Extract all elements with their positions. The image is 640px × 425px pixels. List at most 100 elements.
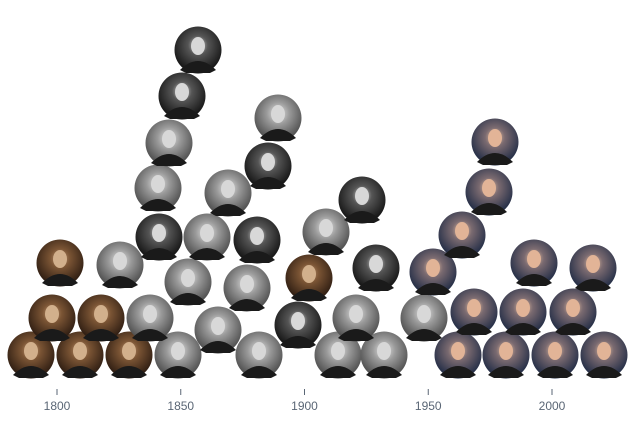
president-portrait[interactable] xyxy=(531,331,579,379)
president-portrait[interactable] xyxy=(332,294,380,342)
face-shape xyxy=(597,342,611,360)
suit-shape xyxy=(338,329,374,341)
face-shape xyxy=(426,259,440,277)
president-portrait[interactable] xyxy=(409,248,457,296)
suit-shape xyxy=(456,323,492,335)
face-shape xyxy=(271,105,285,123)
suit-shape xyxy=(505,323,541,335)
suit-shape xyxy=(141,248,177,260)
face-shape xyxy=(331,342,345,360)
president-portrait[interactable] xyxy=(126,294,174,342)
suit-shape xyxy=(42,274,78,286)
face-shape xyxy=(250,227,264,245)
president-portrait[interactable] xyxy=(36,239,84,287)
face-shape xyxy=(488,129,502,147)
face-shape xyxy=(162,130,176,148)
face-shape xyxy=(451,342,465,360)
president-portrait[interactable] xyxy=(434,331,482,379)
suit-shape xyxy=(320,366,356,378)
suit-shape xyxy=(415,283,451,295)
face-shape xyxy=(53,250,67,268)
president-portrait[interactable] xyxy=(285,254,333,302)
president-portrait[interactable] xyxy=(56,331,104,379)
president-portrait[interactable] xyxy=(105,331,153,379)
suit-shape xyxy=(471,203,507,215)
x-tick-label: 1850 xyxy=(167,399,194,413)
face-shape xyxy=(417,305,431,323)
face-shape xyxy=(566,299,580,317)
x-tick-label: 1950 xyxy=(415,399,442,413)
president-portrait[interactable] xyxy=(174,26,222,74)
face-shape xyxy=(302,265,316,283)
face-shape xyxy=(516,299,530,317)
face-shape xyxy=(349,305,363,323)
suit-shape xyxy=(406,329,442,341)
president-portrait[interactable] xyxy=(28,294,76,342)
face-shape xyxy=(291,312,305,330)
president-portrait[interactable] xyxy=(135,213,183,261)
face-shape xyxy=(240,275,254,293)
portraits-layer xyxy=(7,26,628,379)
president-portrait[interactable] xyxy=(96,241,144,289)
president-portrait[interactable] xyxy=(471,118,519,166)
president-portrait[interactable] xyxy=(223,264,271,312)
president-portrait[interactable] xyxy=(465,168,513,216)
president-portrait[interactable] xyxy=(314,331,362,379)
president-portrait[interactable] xyxy=(233,216,281,264)
president-portrait[interactable] xyxy=(183,213,231,261)
president-portrait[interactable] xyxy=(360,331,408,379)
president-portrait[interactable] xyxy=(549,288,597,336)
x-axis: 1800 1850 1900 1950 2000 xyxy=(44,389,566,413)
face-shape xyxy=(261,153,275,171)
president-portrait[interactable] xyxy=(569,244,617,292)
president-portrait[interactable] xyxy=(352,244,400,292)
suit-shape xyxy=(170,293,206,305)
face-shape xyxy=(45,305,59,323)
president-portrait[interactable] xyxy=(145,119,193,167)
president-portrait[interactable] xyxy=(235,331,283,379)
suit-shape xyxy=(241,366,277,378)
president-portrait[interactable] xyxy=(134,164,182,212)
president-portrait[interactable] xyxy=(302,208,350,256)
suit-shape xyxy=(229,299,265,311)
suit-shape xyxy=(308,243,344,255)
face-shape xyxy=(467,299,481,317)
president-portrait[interactable] xyxy=(438,211,486,259)
president-portrait[interactable] xyxy=(158,72,206,120)
president-portrait[interactable] xyxy=(154,331,202,379)
suit-shape xyxy=(358,279,394,291)
face-shape xyxy=(175,83,189,101)
face-shape xyxy=(482,179,496,197)
suit-shape xyxy=(189,248,225,260)
suit-shape xyxy=(440,366,476,378)
x-tick-label: 1800 xyxy=(44,399,71,413)
suit-shape xyxy=(180,61,216,73)
face-shape xyxy=(113,252,127,270)
president-portrait[interactable] xyxy=(450,288,498,336)
face-shape xyxy=(377,342,391,360)
face-shape xyxy=(94,305,108,323)
president-portrait[interactable] xyxy=(499,288,547,336)
face-shape xyxy=(369,255,383,273)
face-shape xyxy=(211,317,225,335)
president-portrait[interactable] xyxy=(194,306,242,354)
president-portrait[interactable] xyxy=(338,176,386,224)
face-shape xyxy=(252,342,266,360)
president-portrait[interactable] xyxy=(510,239,558,287)
face-shape xyxy=(200,224,214,242)
president-portrait[interactable] xyxy=(580,331,628,379)
president-portrait[interactable] xyxy=(482,331,530,379)
president-portrait[interactable] xyxy=(244,142,292,190)
suit-shape xyxy=(280,336,316,348)
face-shape xyxy=(143,305,157,323)
president-portrait[interactable] xyxy=(274,301,322,349)
president-portrait[interactable] xyxy=(254,94,302,142)
president-portrait[interactable] xyxy=(164,258,212,306)
suit-shape xyxy=(555,323,591,335)
face-shape xyxy=(122,342,136,360)
face-shape xyxy=(151,175,165,193)
president-portrait[interactable] xyxy=(7,331,55,379)
president-portrait[interactable] xyxy=(400,294,448,342)
president-portrait[interactable] xyxy=(204,169,252,217)
president-portrait[interactable] xyxy=(77,294,125,342)
